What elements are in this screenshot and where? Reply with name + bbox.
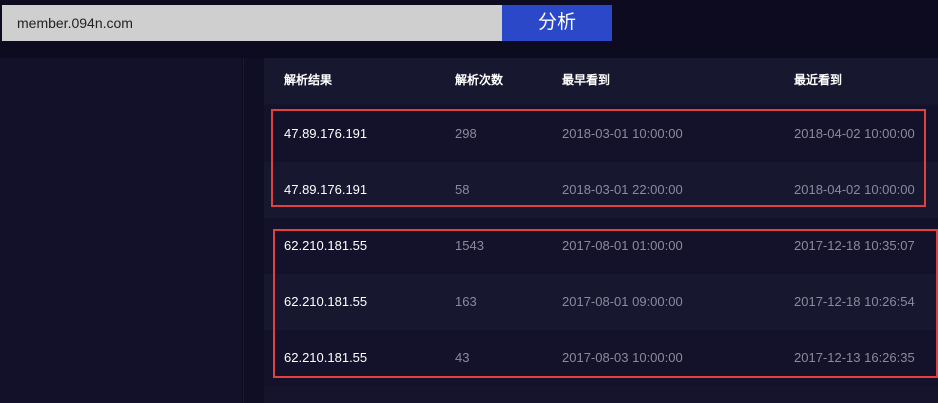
last-seen-cell: 2017-12-18 10:35:07 — [794, 238, 915, 253]
first-seen-cell: 2018-03-01 10:00:00 — [562, 126, 683, 141]
domain-search-input[interactable]: member.094n.com — [2, 5, 502, 41]
ip-cell: 62.210.181.55 — [284, 238, 368, 253]
ip-cell: 47.89.176.191 — [284, 182, 368, 197]
header-result: 解析结果 — [284, 73, 333, 87]
last-seen-cell: 2017-12-13 16:26:35 — [794, 350, 915, 365]
last-seen-cell: 2018-04-02 10:00:00 — [794, 126, 915, 141]
first-seen-cell: 2017-08-03 10:00:00 — [562, 350, 683, 365]
first-seen-cell: 2017-08-01 01:00:00 — [562, 238, 683, 253]
last-seen-cell: 2018-04-02 10:00:00 — [794, 182, 915, 197]
count-cell: 58 — [455, 182, 470, 197]
ip-cell: 62.210.181.55 — [284, 294, 368, 309]
count-cell: 163 — [455, 294, 477, 309]
header-last-seen: 最近看到 — [794, 73, 843, 87]
count-cell: 1543 — [455, 238, 484, 253]
last-seen-cell: 2017-12-18 10:26:54 — [794, 294, 915, 309]
count-cell: 43 — [455, 350, 470, 365]
highlight-box — [271, 109, 926, 207]
left-panel — [0, 58, 242, 403]
first-seen-cell: 2017-08-01 09:00:00 — [562, 294, 683, 309]
highlight-box — [273, 229, 938, 378]
table-row: 62.210.181.55 1543 2017-08-01 01:00:00 2… — [264, 218, 938, 274]
first-seen-cell: 2018-03-01 22:00:00 — [562, 182, 683, 197]
ip-cell: 47.89.176.191 — [284, 126, 368, 141]
header-count: 解析次数 — [455, 73, 504, 87]
divider — [243, 58, 265, 403]
table-row: 47.89.176.191 298 2018-03-01 10:00:00 20… — [264, 106, 938, 162]
ip-cell: 62.210.181.55 — [284, 350, 368, 365]
count-cell: 298 — [455, 126, 477, 141]
table-header: 解析结果 解析次数 最早看到 最近看到 — [264, 58, 938, 104]
table-row: 62.210.181.55 163 2017-08-01 09:00:00 20… — [264, 274, 938, 330]
table-row: 47.89.176.191 58 2018-03-01 22:00:00 201… — [264, 162, 938, 218]
analyze-button[interactable]: 分析 — [502, 5, 612, 41]
header-first-seen: 最早看到 — [562, 73, 611, 87]
